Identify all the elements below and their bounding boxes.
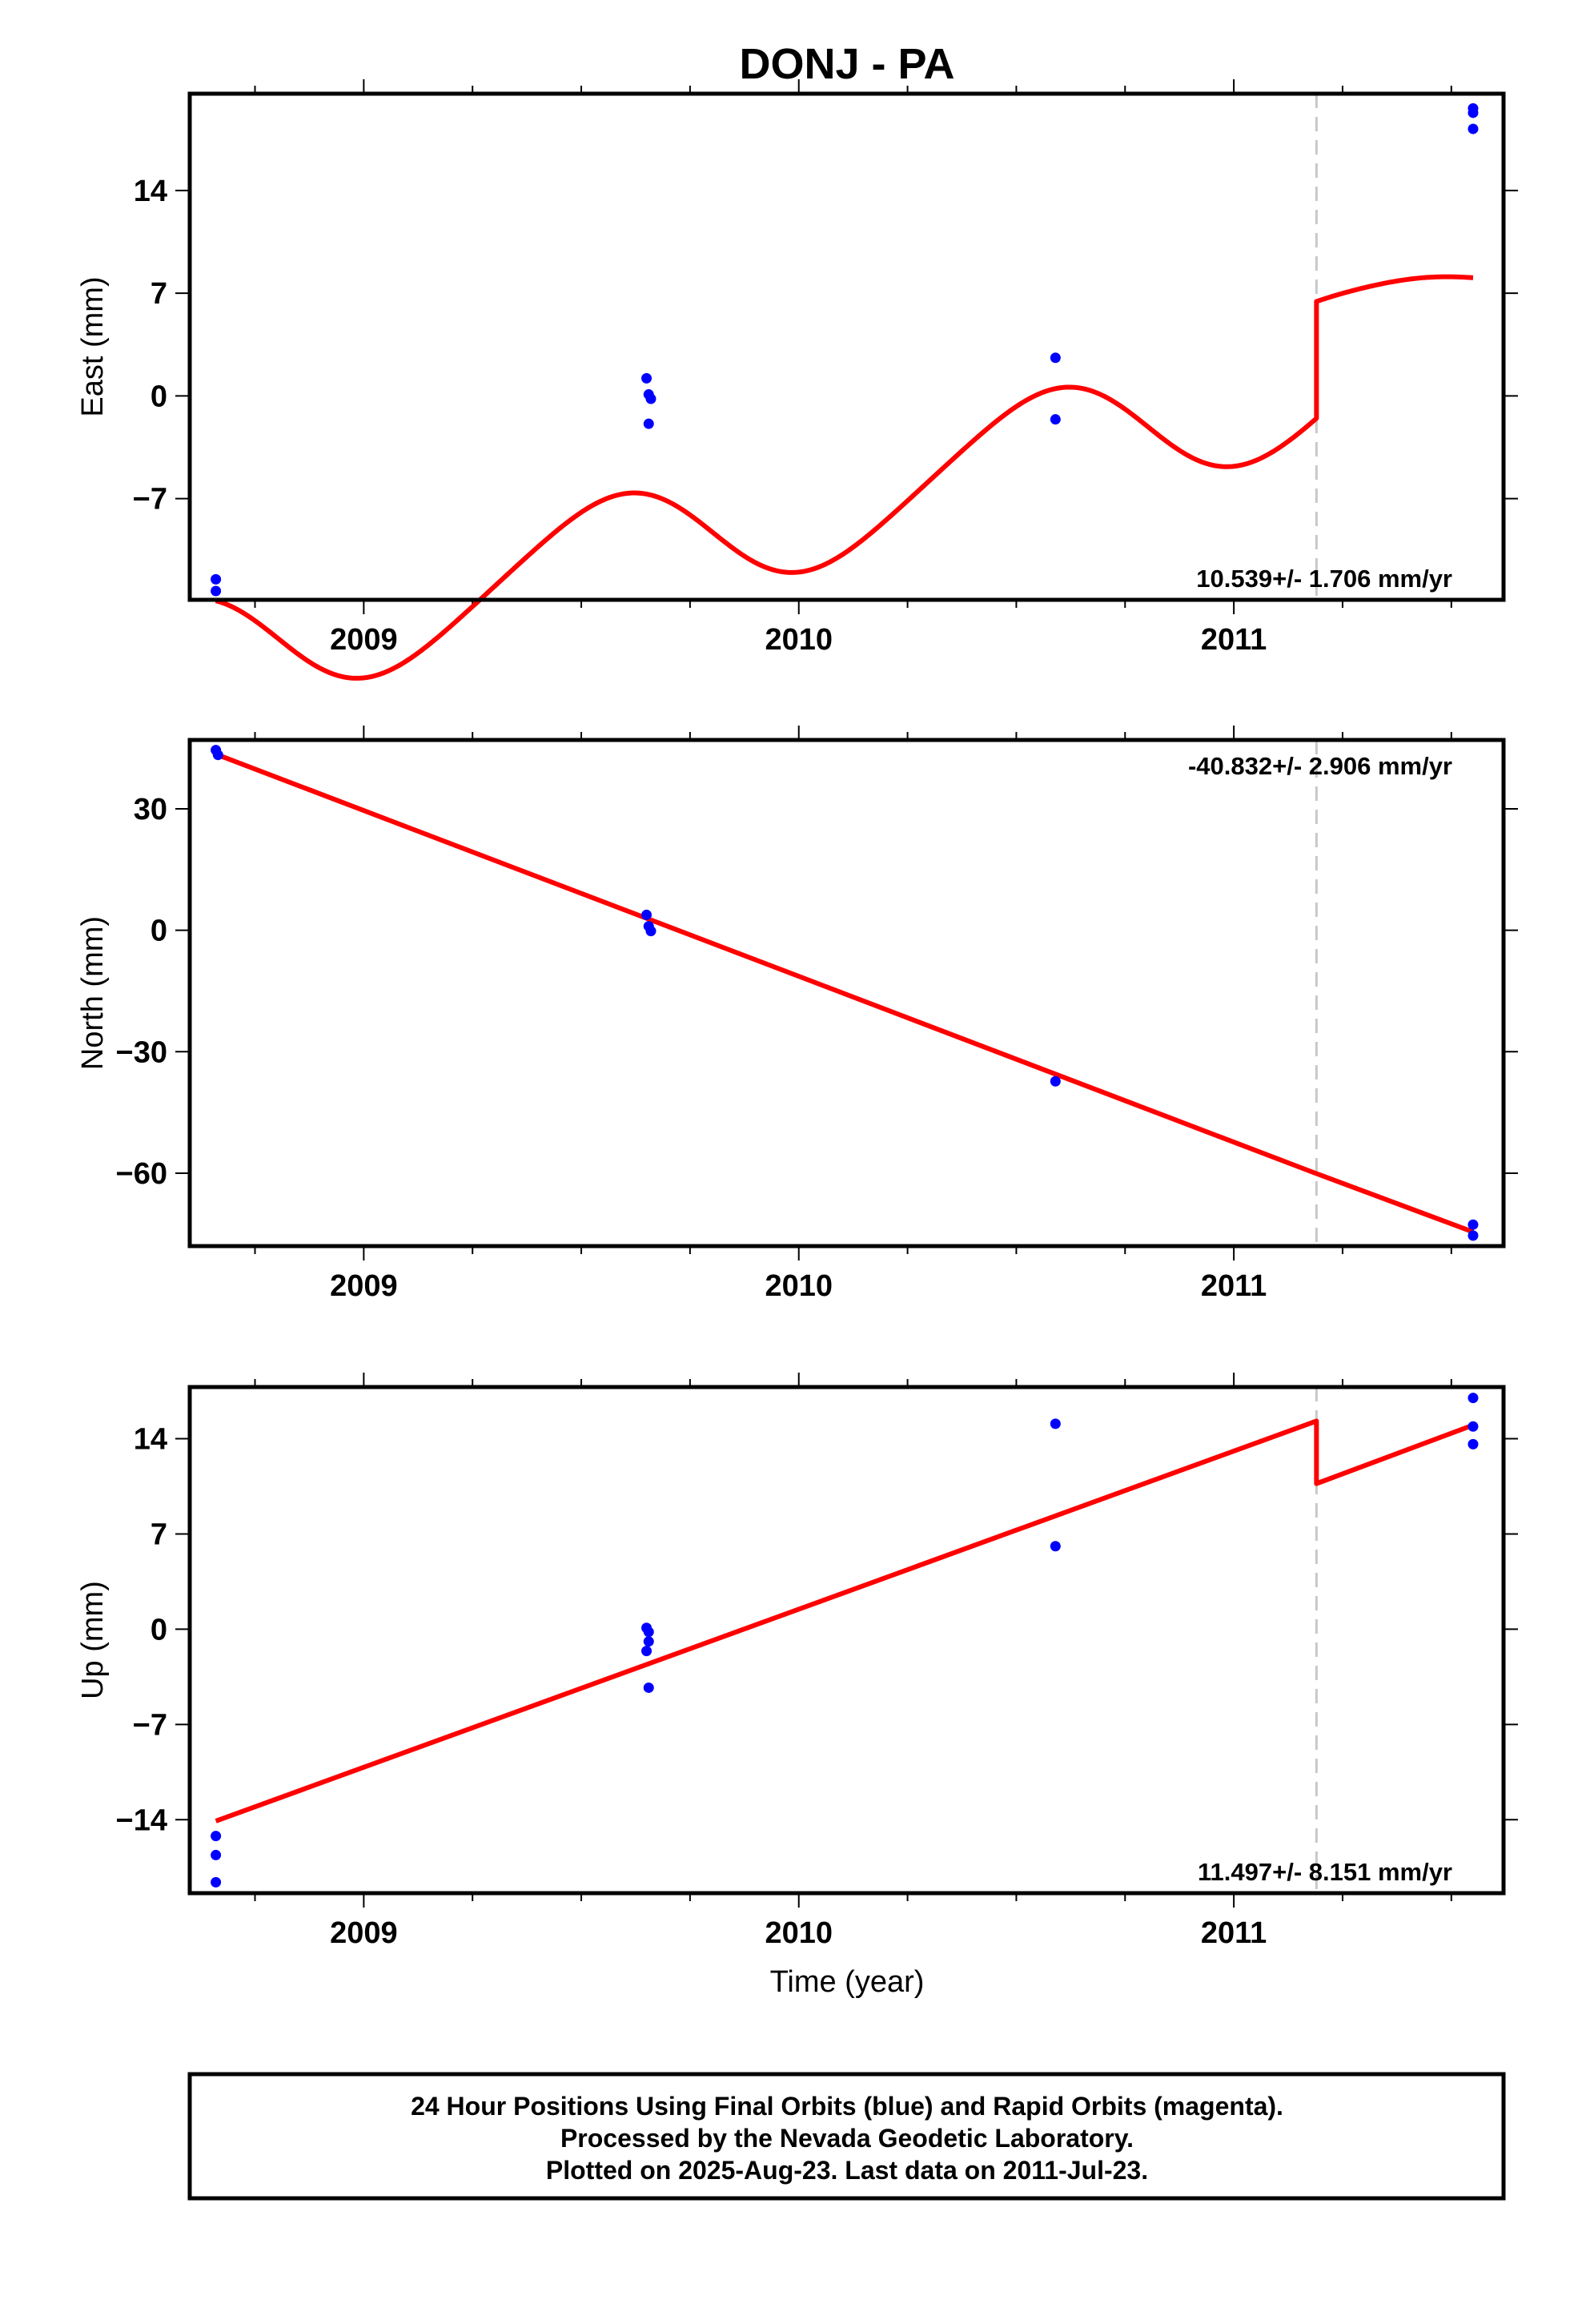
up-plot-frame <box>187 1385 1506 1896</box>
up-velocity-label: 11.497+/- 8.151 mm/yr <box>1198 1858 1452 1886</box>
up-y-tick-label: 7 <box>151 1518 167 1551</box>
north-data-point <box>645 926 656 937</box>
north-x-tick-label: 2010 <box>765 1269 833 1303</box>
east-y-tick-label: 7 <box>151 277 167 311</box>
up-data-point <box>211 1831 222 1842</box>
up-x-tick-label: 2009 <box>330 1916 398 1950</box>
up-data-point <box>643 1682 654 1693</box>
east-velocity-label: 10.539+/- 1.706 mm/yr <box>1196 565 1452 593</box>
chart-title: DONJ - PA <box>739 40 954 88</box>
east-y-tick-label: 14 <box>134 175 167 208</box>
east-data-point <box>1468 107 1479 119</box>
up-data-point <box>211 1849 222 1860</box>
east-model-curve <box>215 274 1474 681</box>
footer-line-2: Processed by the Nevada Geodetic Laborat… <box>560 2124 1134 2153</box>
east-y-tick-label: 0 <box>151 380 167 413</box>
up-y-axis-label: Up (mm) <box>76 1581 110 1699</box>
up-data-point <box>643 1626 654 1638</box>
north-data-point <box>641 909 652 920</box>
up-data-point <box>643 1636 654 1647</box>
north-model-line <box>215 751 1475 1235</box>
north-x-tick-label: 2009 <box>330 1269 398 1303</box>
north-y-tick-label: −60 <box>116 1157 167 1191</box>
north-y-axis-label: North (mm) <box>76 916 110 1070</box>
up-panel: −14 −7 0 7 14 2009 2010 2011 Up (mm) 11.497+/- 8.… <box>76 1373 1518 1950</box>
up-data-point <box>1468 1438 1479 1449</box>
east-data-point <box>645 393 656 404</box>
east-x-tick-label: 2011 <box>1201 623 1267 657</box>
east-x-tick-label: 2009 <box>330 623 398 657</box>
up-x-tick-label: 2010 <box>765 1916 833 1950</box>
north-data-point <box>1468 1219 1479 1230</box>
up-y-tick-label: 14 <box>134 1423 167 1457</box>
east-data-point <box>211 573 222 585</box>
footer-box: 24 Hour Positions Using Final Orbits (bl… <box>187 2072 1506 2201</box>
east-x-tick-label: 2010 <box>765 623 833 657</box>
east-panel: −7 0 7 14 2009 2010 2011 East (mm) 10.539+/- 1.7… <box>76 79 1518 681</box>
up-y-tick-label: 0 <box>151 1613 167 1647</box>
north-plot-frame <box>187 738 1506 1248</box>
east-data-point <box>211 585 222 597</box>
north-velocity-label: -40.832+/- 2.906 mm/yr <box>1188 752 1452 780</box>
up-data-point <box>641 1646 652 1657</box>
up-x-tick-label: 2011 <box>1201 1916 1267 1950</box>
footer-frame <box>187 2072 1506 2201</box>
up-y-tick-label: −7 <box>133 1708 167 1742</box>
north-data-point <box>1050 1076 1061 1087</box>
east-data-point <box>643 418 654 429</box>
x-axis-label: Time (year) <box>770 1965 925 1999</box>
up-data-point <box>1050 1418 1061 1429</box>
north-data-point <box>212 750 223 761</box>
east-data-point <box>1050 414 1061 425</box>
up-data-point <box>1468 1421 1479 1432</box>
up-y-tick-label: −14 <box>116 1803 167 1837</box>
up-data-point <box>1468 1393 1479 1404</box>
up-data-point <box>211 1876 222 1888</box>
up-model-line <box>215 1418 1475 1823</box>
east-data-point <box>1468 123 1479 135</box>
north-panel: −60 −30 0 30 2009 2010 2011 North (mm) -40.832+/… <box>76 726 1518 1303</box>
footer-line-3: Plotted on 2025-Aug-23. Last data on 201… <box>546 2156 1148 2185</box>
east-plot-frame <box>187 91 1506 602</box>
east-data-point <box>641 372 652 384</box>
east-data-point <box>1050 352 1061 364</box>
north-data-point <box>1468 1230 1479 1241</box>
north-y-tick-label: −30 <box>116 1035 167 1069</box>
north-x-tick-label: 2011 <box>1201 1269 1267 1303</box>
up-data-point <box>1050 1541 1061 1552</box>
footer-line-1: 24 Hour Positions Using Final Orbits (bl… <box>411 2092 1283 2121</box>
east-y-axis-label: East (mm) <box>76 276 110 416</box>
north-y-tick-label: 0 <box>151 915 167 948</box>
east-y-tick-label: −7 <box>133 483 167 517</box>
north-y-tick-label: 30 <box>134 793 167 826</box>
